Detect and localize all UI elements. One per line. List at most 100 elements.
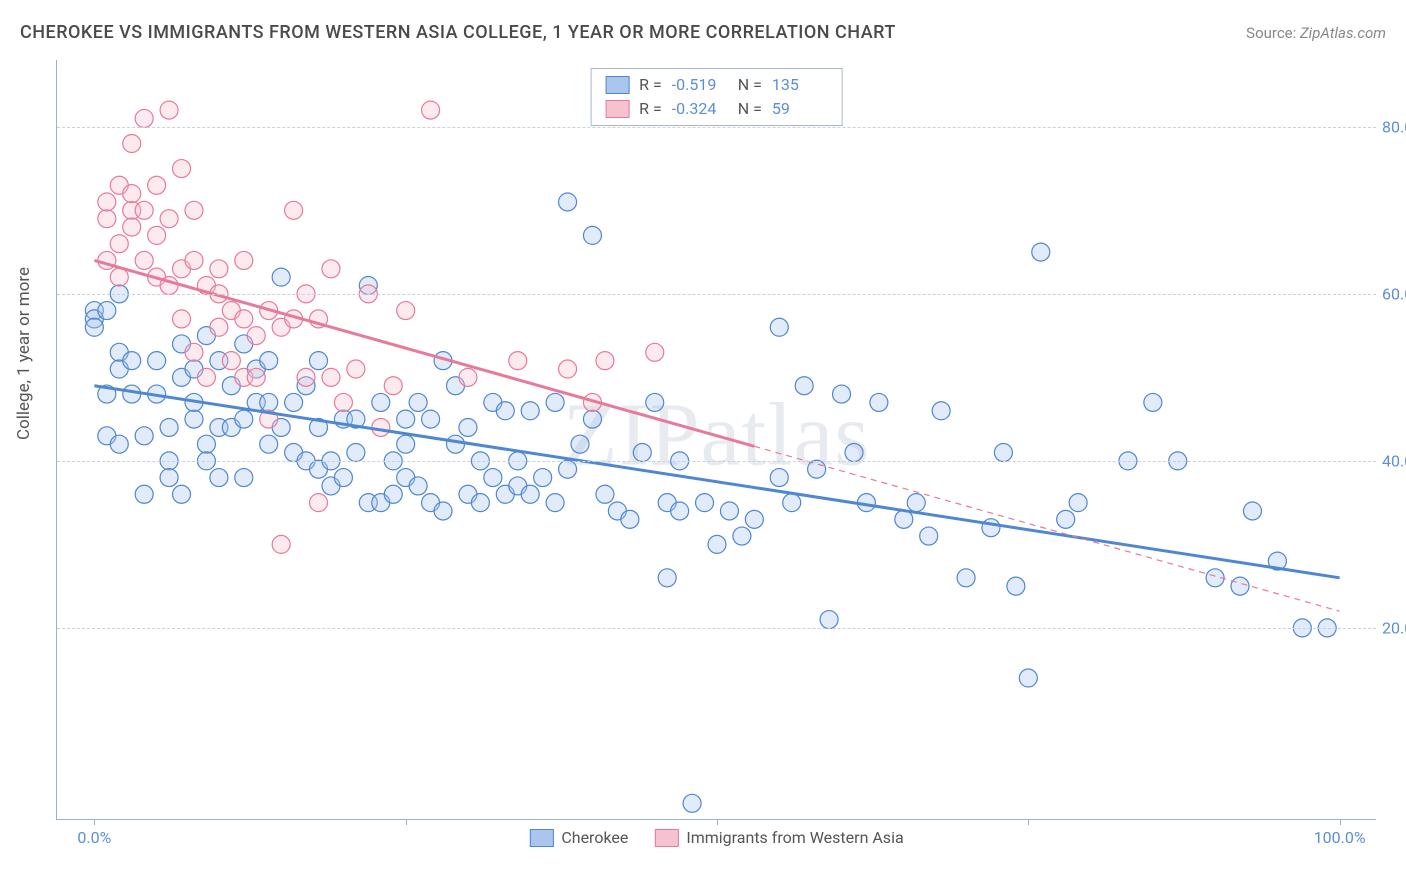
y-tick-label: 20.0% <box>1382 618 1406 637</box>
data-point <box>571 435 589 453</box>
data-point <box>185 343 203 361</box>
data-point <box>471 494 489 512</box>
source: Source: ZipAtlas.com <box>1246 24 1386 42</box>
data-point <box>384 485 402 503</box>
data-point <box>1243 502 1261 520</box>
data-point <box>322 368 340 386</box>
data-point <box>347 444 365 462</box>
y-axis-label: College, 1 year or more <box>14 267 34 440</box>
x-tick <box>717 819 718 825</box>
r-label: R = <box>639 73 662 97</box>
data-point <box>247 327 265 345</box>
data-point <box>459 368 477 386</box>
data-point <box>222 352 240 370</box>
data-point <box>148 352 166 370</box>
data-point <box>384 377 402 395</box>
correlation-row: R = -0.324 N = 59 <box>605 97 828 121</box>
data-point <box>135 427 153 445</box>
title-row: CHEROKEE VS IMMIGRANTS FROM WESTERN ASIA… <box>20 22 1386 43</box>
data-point <box>197 368 215 386</box>
data-point <box>658 569 676 587</box>
data-point <box>1019 669 1037 687</box>
r-label: R = <box>639 97 662 121</box>
source-value: ZipAtlas.com <box>1300 24 1386 42</box>
data-point <box>434 502 452 520</box>
data-point <box>1007 577 1025 595</box>
data-point <box>260 352 278 370</box>
r-value: -0.324 <box>672 97 728 121</box>
x-tick-label: 100.0% <box>1314 828 1366 847</box>
data-point <box>521 402 539 420</box>
data-point <box>397 435 415 453</box>
data-point <box>720 502 738 520</box>
data-point <box>135 109 153 127</box>
data-point <box>123 385 141 403</box>
data-point <box>446 435 464 453</box>
data-point <box>820 611 838 629</box>
source-label: Source: <box>1246 24 1296 42</box>
data-point <box>272 268 290 286</box>
data-point <box>409 477 427 495</box>
data-point <box>347 360 365 378</box>
data-point <box>210 260 228 278</box>
data-point <box>235 310 253 328</box>
data-point <box>696 494 714 512</box>
gridline <box>57 127 1376 128</box>
y-tick-label: 80.0% <box>1382 117 1406 136</box>
data-point <box>521 485 539 503</box>
data-point <box>135 485 153 503</box>
data-point <box>173 485 191 503</box>
trend-line-dashed <box>754 446 1339 611</box>
data-point <box>1032 243 1050 261</box>
legend-swatch <box>654 829 678 847</box>
data-point <box>409 393 427 411</box>
data-point <box>334 469 352 487</box>
data-point <box>1231 577 1249 595</box>
data-point <box>110 435 128 453</box>
data-point <box>185 410 203 428</box>
correlation-legend: R =-0.519N =135R =-0.324N =59 <box>590 68 843 126</box>
data-point <box>534 469 552 487</box>
data-point <box>197 435 215 453</box>
x-tick-label: 0.0% <box>77 828 111 847</box>
data-point <box>397 302 415 320</box>
data-point <box>795 377 813 395</box>
n-value: 59 <box>772 97 828 121</box>
data-point <box>173 160 191 178</box>
data-point <box>583 226 601 244</box>
data-point <box>783 494 801 512</box>
data-point <box>135 201 153 219</box>
data-point <box>559 360 577 378</box>
data-point <box>160 418 178 436</box>
gridline <box>57 628 1376 629</box>
y-tick-label: 60.0% <box>1382 284 1406 303</box>
data-point <box>459 418 477 436</box>
data-point <box>98 193 116 211</box>
data-point <box>123 352 141 370</box>
x-tick <box>1028 819 1029 825</box>
data-point <box>397 410 415 428</box>
data-point <box>546 494 564 512</box>
data-point <box>633 444 651 462</box>
data-point <box>845 444 863 462</box>
data-point <box>770 469 788 487</box>
data-point <box>235 410 253 428</box>
legend-item: Cherokee <box>529 828 628 847</box>
data-point <box>185 201 203 219</box>
data-point <box>907 494 925 512</box>
legend-swatch <box>605 76 629 94</box>
data-point <box>733 527 751 545</box>
data-point <box>285 201 303 219</box>
plot-svg <box>57 60 1376 819</box>
data-point <box>98 210 116 228</box>
data-point <box>260 435 278 453</box>
n-label: N = <box>738 97 762 121</box>
data-point <box>621 510 639 528</box>
y-tick-label: 40.0% <box>1382 451 1406 470</box>
legend-label: Cherokee <box>561 828 628 847</box>
data-point <box>110 235 128 253</box>
data-point <box>260 393 278 411</box>
data-point <box>708 535 726 553</box>
x-tick <box>406 819 407 825</box>
data-point <box>160 469 178 487</box>
